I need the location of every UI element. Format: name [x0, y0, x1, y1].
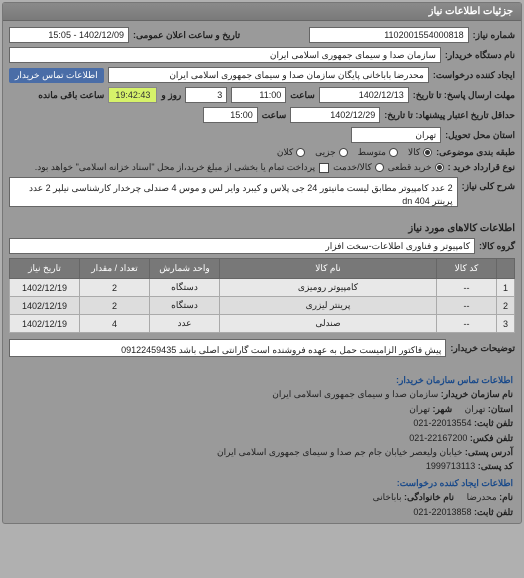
- creator-label: ایجاد کننده درخواست:: [433, 70, 515, 81]
- th-idx: [497, 259, 515, 279]
- name-label: نام:: [499, 492, 513, 502]
- contact-block: اطلاعات تماس سازمان خریدار: نام سازمان خ…: [3, 367, 521, 523]
- table-cell: 1402/12/19: [10, 279, 80, 297]
- validity-label: حداقل تاریخ اعتبار پیشنهاد: تا تاریخ:: [384, 110, 515, 121]
- addr-val: خیابان ولیعصر خیابان جام جم صدا و سیمای …: [217, 447, 462, 457]
- delivery-state-field: تهران: [351, 127, 441, 143]
- items-title: اطلاعات کالاهای مورد نیاز: [9, 223, 515, 234]
- org-val: سازمان صدا و سیمای جمهوری اسلامی ایران: [272, 389, 438, 399]
- table-header-row: کد کالا نام کالا واحد شمارش تعداد / مقدا…: [10, 259, 515, 279]
- items-table: کد کالا نام کالا واحد شمارش تعداد / مقدا…: [9, 258, 515, 333]
- state-label: استان:: [488, 404, 513, 414]
- contract-label: نوع قرارداد خرید :: [448, 162, 515, 173]
- tel2-val: 22013858-021: [413, 507, 471, 517]
- creator-field: محدرضا باباخانی پایگان سازمان صدا و سیما…: [108, 67, 429, 83]
- pack-radio-joz[interactable]: جزیی: [315, 147, 348, 158]
- lname-label: نام خانوادگی:: [404, 492, 454, 502]
- lname-val: باباخانی: [373, 492, 402, 502]
- table-row: 3--صندلیعدد41402/12/19: [10, 315, 515, 333]
- th-code: کد کالا: [437, 259, 497, 279]
- pack-radio-med[interactable]: متوسط: [358, 147, 398, 158]
- contract-check[interactable]: [319, 163, 329, 173]
- table-body: 1--کامپیوتر رومیزیدستگاه21402/12/192--پر…: [10, 279, 515, 333]
- pack-radio-group: کالا متوسط جزیی کلان: [277, 147, 432, 158]
- pack-radio-kala[interactable]: کالا: [408, 147, 432, 158]
- th-name: نام کالا: [220, 259, 437, 279]
- table-cell: 1: [497, 279, 515, 297]
- pack-label: طبقه بندی موضوعی:: [436, 147, 515, 158]
- table-cell: --: [437, 315, 497, 333]
- th-date: تاریخ نیاز: [10, 259, 80, 279]
- group-field: کامپیوتر و فناوری اطلاعات-سخت افزار: [9, 238, 475, 254]
- pack-radio-kalan[interactable]: کلان: [277, 147, 305, 158]
- contract-note: پرداخت تمام یا بخشی از مبلغ خرید،از محل …: [35, 162, 315, 173]
- fax-label: تلفن فکس:: [470, 433, 513, 443]
- table-cell: 2: [497, 297, 515, 315]
- panel-title: جزئیات اطلاعات نیاز: [3, 3, 521, 21]
- buyer-org-field: سازمان صدا و سیمای جمهوری اسلامی ایران: [9, 47, 441, 63]
- name-val: محدرضا: [467, 492, 497, 502]
- remain-days: 3: [185, 87, 227, 103]
- validity-time: 15:00: [203, 107, 258, 123]
- contract-radio-b[interactable]: کالا/خدمت: [333, 162, 384, 173]
- table-row: 2--پرینتر لیزریدستگاه21402/12/19: [10, 297, 515, 315]
- buyer-note-label: توضیحات خریدار:: [450, 339, 515, 354]
- contact-hdr1: اطلاعات تماس سازمان خریدار:: [11, 373, 513, 387]
- deadline-send-time: 11:00: [231, 87, 286, 103]
- pub-date-label: تاریخ و ساعت اعلان عمومی:: [133, 30, 240, 41]
- table-cell: عدد: [150, 315, 220, 333]
- city-label: شهر:: [432, 404, 452, 414]
- tel-label: تلفن ثابت:: [474, 418, 513, 428]
- table-cell: دستگاه: [150, 279, 220, 297]
- contact-link[interactable]: اطلاعات تماس خریدار: [9, 68, 104, 83]
- group-label: گروه کالا:: [479, 241, 515, 252]
- th-unit: واحد شمارش: [150, 259, 220, 279]
- org-label: نام سازمان خریدار:: [441, 389, 513, 399]
- req-no-label: شماره نیاز:: [473, 30, 515, 41]
- tel2-label: تلفن ثابت:: [474, 507, 513, 517]
- panel-body: شماره نیاز: 1102001554000818 تاریخ و ساع…: [3, 21, 521, 217]
- state-val: تهران: [465, 404, 486, 414]
- delivery-state-label: استان محل تحویل:: [445, 130, 515, 141]
- table-cell: 2: [80, 297, 150, 315]
- table-cell: --: [437, 279, 497, 297]
- city-val: تهران: [409, 404, 430, 414]
- contract-radio-a[interactable]: خرید قطعی: [388, 162, 444, 173]
- tel-val: 22013554-021: [413, 418, 471, 428]
- th-qty: تعداد / مقدار: [80, 259, 150, 279]
- table-cell: کامپیوتر رومیزی: [220, 279, 437, 297]
- deadline-send-label: مهلت ارسال پاسخ: تا تاریخ:: [413, 90, 515, 101]
- table-cell: صندلی: [220, 315, 437, 333]
- saat1-label: ساعت: [290, 90, 315, 101]
- table-cell: 4: [80, 315, 150, 333]
- contact-hdr2: اطلاعات ایجاد کننده درخواست:: [11, 476, 513, 490]
- table-cell: 1402/12/19: [10, 315, 80, 333]
- buyer-org-label: نام دستگاه خریدار:: [445, 50, 515, 61]
- table-cell: 2: [80, 279, 150, 297]
- remain-time-badge: 19:42:43: [108, 87, 157, 103]
- table-cell: 3: [497, 315, 515, 333]
- buyer-note: پیش فاکتور الزامیست حمل به عهده فروشنده …: [9, 339, 446, 357]
- table-cell: پرینتر لیزری: [220, 297, 437, 315]
- desc-label: شرح کلی نیاز:: [462, 177, 515, 192]
- remain-days-label: روز و: [161, 90, 181, 101]
- zip-label: کد پستی:: [478, 461, 513, 471]
- addr-label: آدرس پستی:: [465, 447, 513, 457]
- desc-text: 2 عدد کامپیوتر مطابق لیست مانیتور 24 جی …: [9, 177, 458, 207]
- table-cell: دستگاه: [150, 297, 220, 315]
- deadline-send-date: 1402/12/13: [319, 87, 409, 103]
- validity-date: 1402/12/29: [290, 107, 380, 123]
- table-row: 1--کامپیوتر رومیزیدستگاه21402/12/19: [10, 279, 515, 297]
- main-panel: جزئیات اطلاعات نیاز شماره نیاز: 11020015…: [2, 2, 522, 524]
- pub-date-field: 1402/12/09 - 15:05: [9, 27, 129, 43]
- remain-suffix: ساعت باقی مانده: [38, 90, 104, 101]
- table-cell: 1402/12/19: [10, 297, 80, 315]
- zip-val: 1999713113: [426, 461, 475, 471]
- saat2-label: ساعت: [262, 110, 287, 121]
- table-cell: --: [437, 297, 497, 315]
- req-no-field: 1102001554000818: [309, 27, 469, 43]
- fax-val: 22167200-021: [409, 433, 467, 443]
